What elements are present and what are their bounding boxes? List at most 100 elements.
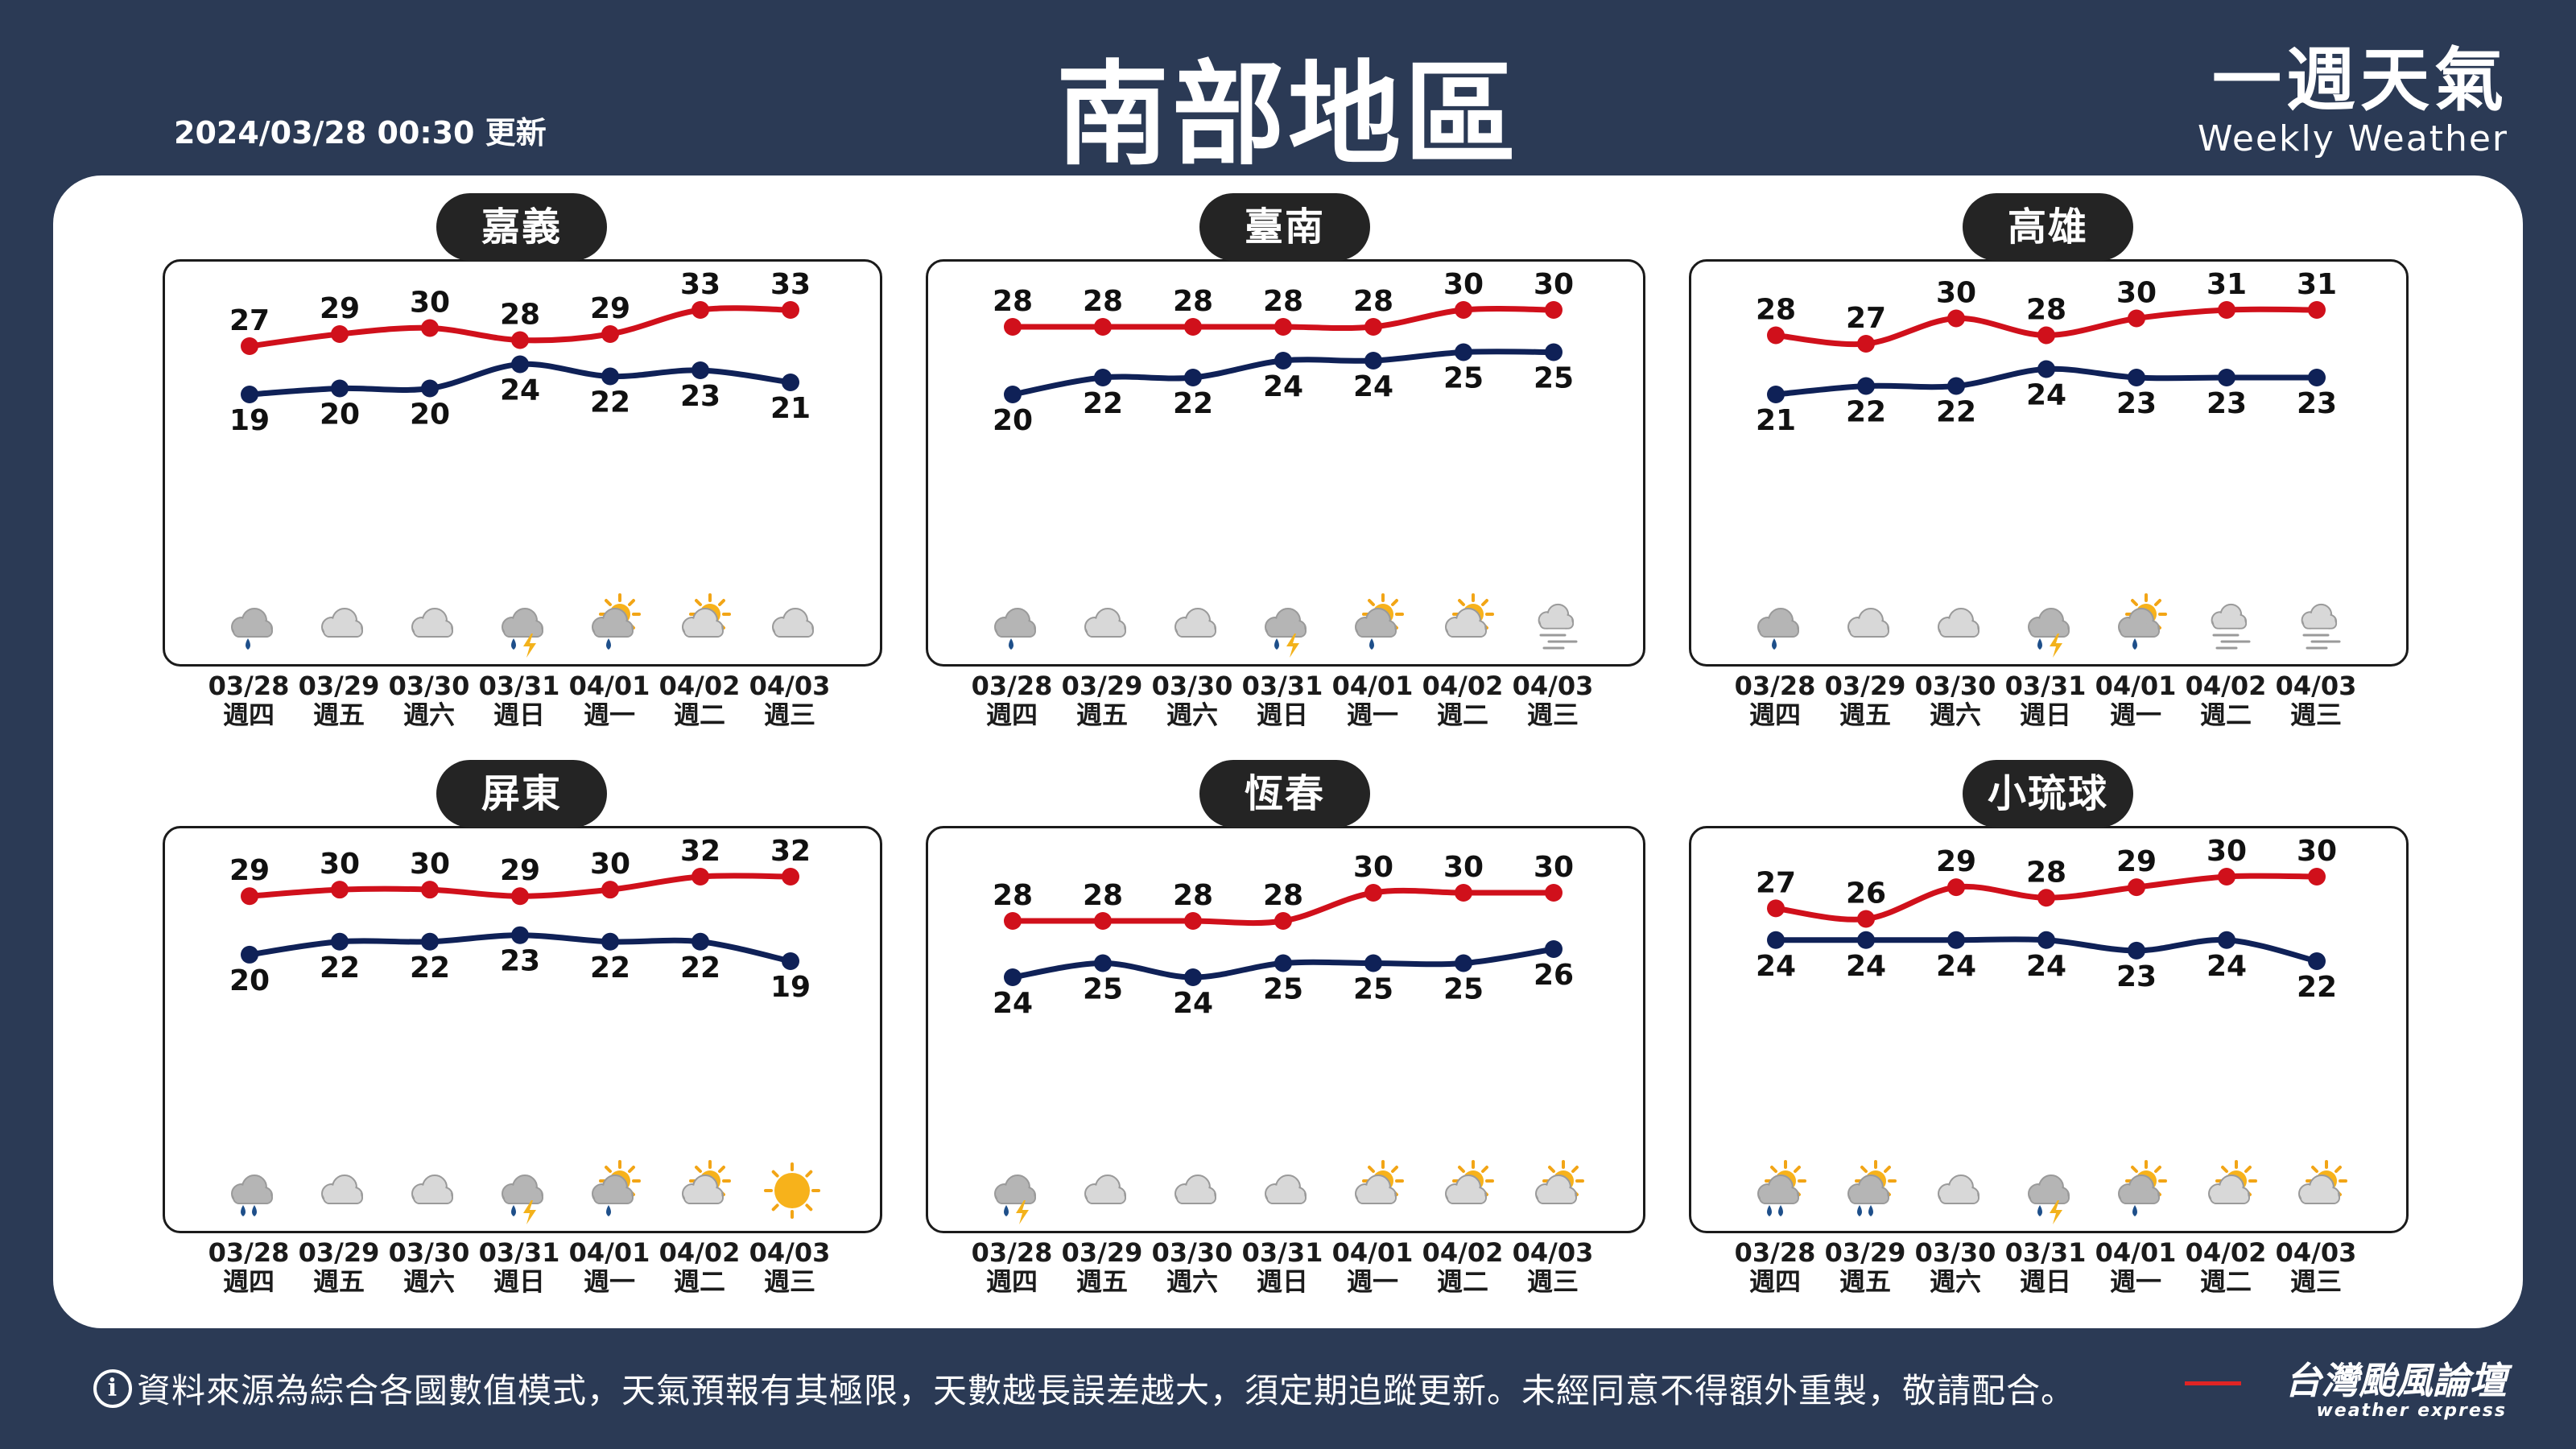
min-temp-label: 25 [1534, 362, 1574, 395]
date-tick: 04/03 週三 [2272, 1238, 2360, 1296]
min-temp-point [691, 932, 709, 951]
date-tick: 04/02 週二 [1418, 671, 1507, 729]
max-temp-label: 30 [1534, 851, 1574, 884]
date-tick: 03/29 週五 [1058, 671, 1146, 729]
lightning-bolt [1016, 1200, 1029, 1224]
min-temp-label: 25 [1263, 973, 1303, 1006]
temperature-chart: 27 29 30 28 29 33 33 19 20 20 24 22 23 21 [229, 268, 814, 658]
cloud-shape [1538, 603, 1575, 630]
cloudy-icon [1265, 1174, 1307, 1204]
max-temp-label: 28 [2026, 294, 2066, 327]
min-temp-label: 24 [1353, 370, 1393, 403]
max-temp-point [1004, 318, 1022, 336]
cloud-base-inner [685, 1193, 722, 1203]
min-temp-label: 22 [320, 952, 360, 985]
cloud-shape [411, 1174, 453, 1204]
sun-ray [1548, 1166, 1555, 1173]
max-temp-label: 27 [229, 304, 270, 337]
weekday-label: 週二 [1436, 700, 1488, 730]
chart-box: 28 27 30 28 30 31 31 21 22 22 24 23 23 23 [1689, 259, 2409, 667]
date-axis: 03/28 週四 03/29 週五 03/30 週六 03/31 週日 04/01 週一 04/02… [1689, 1238, 2407, 1302]
weekday-label: 週日 [493, 1266, 545, 1297]
weekday-label: 週六 [402, 700, 455, 730]
min-temp-label: 24 [1173, 987, 1213, 1020]
cloudy-icon [772, 608, 814, 638]
brand-main-text: 一週天氣 [2212, 40, 2508, 121]
sun-ray [2334, 1166, 2342, 1173]
disclaimer: i 資料來源為綜合各國數值模式，天氣預報有其極限，天數越長誤差越大，須定期追蹤更… [93, 1364, 2075, 1413]
date-label: 03/28 [1734, 671, 1816, 701]
min-temp-label: 20 [993, 404, 1033, 437]
cloud-base-inner [1448, 626, 1485, 636]
cloud-shape [1847, 608, 1889, 638]
weekday-label: 週五 [1839, 700, 1891, 730]
date-tick: 03/31 週日 [2001, 1238, 2090, 1296]
raindrop [2132, 1205, 2137, 1216]
sun-ray [1860, 1166, 1868, 1173]
max-temp-point [782, 301, 799, 319]
cloud-shape [1174, 608, 1216, 638]
weekday-label: 週五 [312, 1266, 365, 1297]
sun-ray [1458, 599, 1465, 606]
max-temp-point [601, 881, 619, 899]
cloud-base-inner [1178, 626, 1215, 636]
raindrop [511, 1205, 516, 1216]
cloud-shape [2301, 603, 2338, 630]
cloud-base-inner [1538, 1193, 1575, 1203]
date-tick: 03/28 週四 [1731, 671, 1819, 729]
sun-ray [771, 1203, 779, 1212]
weekday-label: 週五 [1075, 1266, 1128, 1297]
cloud-shape [411, 608, 453, 638]
min-temp-label: 24 [1263, 370, 1303, 403]
min-temp-point [1455, 954, 1472, 972]
date-label: 04/02 [2185, 1237, 2267, 1268]
min-temp-label: 26 [1534, 959, 1574, 992]
max-temp-label: 28 [1353, 285, 1393, 318]
date-label: 04/03 [2275, 1237, 2357, 1268]
max-temp-point [1184, 318, 1202, 336]
cloud-shape [1084, 1174, 1126, 1204]
date-label: 03/31 [1241, 671, 1323, 701]
date-label: 03/31 [478, 1237, 560, 1268]
min-temp-point [1274, 954, 1292, 972]
cloud-base-inner [1358, 1193, 1395, 1203]
max-temp-point [691, 301, 709, 319]
partly-sunny-rain-icon [2118, 593, 2167, 650]
weekday-label: 週一 [2109, 700, 2161, 730]
min-temp-point [691, 361, 709, 379]
max-temp-label: 28 [1173, 879, 1213, 912]
min-temp-label: 22 [1083, 387, 1123, 420]
max-temp-point [1455, 884, 1472, 902]
sun-ray [628, 599, 635, 606]
sun-ray [605, 1166, 612, 1173]
cloud-base-inner [1448, 1193, 1485, 1203]
cloudy-icon [321, 608, 363, 638]
date-axis: 03/28 週四 03/29 週五 03/30 週六 03/31 週日 04/01 週一 04/02… [163, 1238, 881, 1302]
min-temp-point [2308, 952, 2326, 970]
cloud-base-inner [1178, 1193, 1215, 1203]
date-tick: 04/02 週二 [2182, 1238, 2270, 1296]
raindrop [1857, 1205, 1862, 1216]
cloud-shape [1757, 608, 1799, 638]
sun-ray [1481, 1166, 1488, 1173]
min-temp-label: 20 [410, 398, 450, 431]
min-temp-label: 21 [770, 392, 811, 425]
min-temp-label: 24 [1756, 950, 1796, 983]
min-temp-point [241, 945, 258, 964]
min-temp-label: 24 [2026, 379, 2066, 412]
max-temp-label: 27 [1756, 866, 1796, 899]
date-label: 03/28 [971, 1237, 1053, 1268]
date-tick: 03/30 週六 [1148, 1238, 1236, 1296]
cloud-base-inner [2031, 626, 2068, 636]
cloud-base-inner [1761, 626, 1798, 636]
date-label: 04/03 [2275, 671, 2357, 701]
disclaimer-text: 資料來源為綜合各國數值模式，天氣預報有其極限，天數越長誤差越大，須定期追蹤更新。… [137, 1371, 2076, 1410]
raindrop [1009, 638, 1013, 650]
cloud-shape [1847, 1174, 1889, 1204]
sun-ray [695, 1166, 702, 1173]
weekday-label: 週二 [2199, 1266, 2252, 1297]
date-label: 04/02 [2185, 671, 2267, 701]
max-temp-label: 30 [1936, 277, 1976, 310]
max-temp-point [782, 868, 799, 886]
cloud-base-inner [505, 626, 542, 636]
